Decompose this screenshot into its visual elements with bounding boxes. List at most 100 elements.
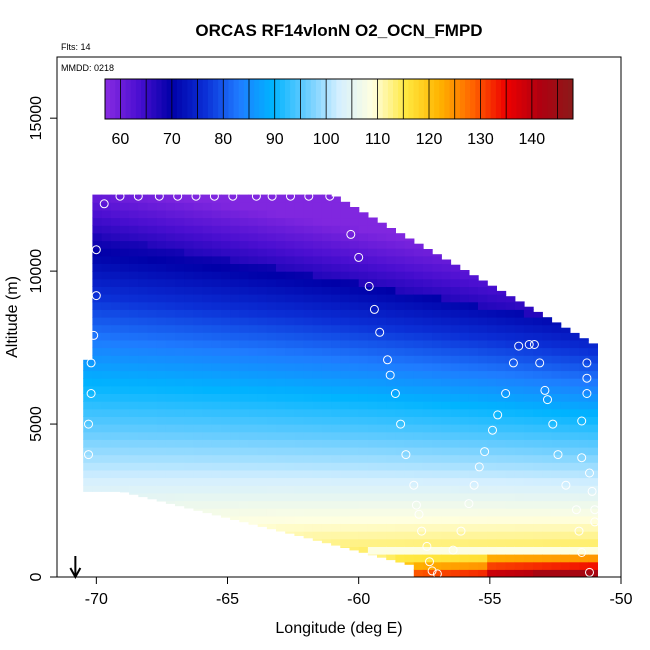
- heat-cell: [331, 500, 341, 509]
- heat-cell: [92, 454, 103, 463]
- heat-cell: [92, 301, 103, 310]
- heat-cell: [175, 408, 185, 417]
- heat-cell: [413, 401, 424, 410]
- heat-cell: [331, 225, 341, 234]
- heat-cell: [211, 424, 222, 433]
- heat-cell: [110, 401, 121, 410]
- heat-cell: [551, 477, 562, 486]
- colorbar-segment: [177, 79, 183, 119]
- heat-cell: [147, 248, 158, 257]
- heat-cell: [459, 477, 470, 486]
- heat-cell: [377, 531, 387, 540]
- heat-cell: [129, 271, 139, 280]
- heat-cell: [230, 393, 240, 402]
- heat-cell: [321, 416, 332, 425]
- heat-cell: [331, 301, 341, 310]
- heat-cell: [496, 485, 507, 494]
- heat-cell: [514, 408, 525, 417]
- heat-cell: [386, 508, 396, 517]
- heat-cell: [248, 271, 259, 280]
- heat-cell: [404, 492, 415, 502]
- heat-cell: [175, 424, 185, 433]
- heat-cell: [487, 339, 497, 349]
- heat-cell: [441, 546, 452, 555]
- heat-cell: [523, 332, 534, 341]
- heat-cell: [156, 317, 167, 326]
- heat-cell: [459, 447, 470, 456]
- heat-cell: [468, 385, 479, 394]
- heat-cell: [110, 286, 121, 295]
- heat-cell: [487, 347, 497, 356]
- heat-cell: [175, 385, 185, 394]
- heat-cell: [230, 286, 240, 295]
- heat-cell: [459, 347, 470, 356]
- heat-cell: [248, 202, 259, 211]
- heat-cell: [312, 271, 323, 280]
- heat-cell: [239, 485, 250, 494]
- heat-cell: [340, 500, 351, 509]
- heat-cell: [478, 401, 488, 410]
- profile-point: [508, 358, 518, 368]
- heat-cell: [294, 469, 305, 479]
- heat-cell: [395, 439, 406, 448]
- heat-cell: [551, 554, 562, 563]
- heat-cell: [523, 569, 534, 577]
- heat-cell: [422, 393, 433, 402]
- heat-cell: [147, 339, 158, 349]
- heat-cell: [377, 439, 387, 448]
- heat-cell: [239, 378, 250, 387]
- heat-cell: [478, 500, 488, 509]
- heat-cell: [110, 309, 121, 318]
- heat-cell: [294, 431, 305, 440]
- heat-cell: [248, 462, 259, 471]
- heat-cell: [496, 447, 507, 456]
- colorbar-segment: [300, 79, 306, 119]
- heat-cell: [478, 317, 488, 326]
- heat-cell: [211, 301, 222, 310]
- heat-cell: [459, 401, 470, 410]
- heat-cell: [487, 294, 497, 303]
- heat-cell: [165, 301, 176, 310]
- heat-cell: [560, 362, 571, 372]
- heat-cell: [505, 301, 516, 310]
- heat-cell: [404, 515, 415, 524]
- heat-cell: [349, 447, 360, 456]
- heat-cell: [184, 408, 194, 417]
- heat-cell: [340, 416, 351, 425]
- heat-cell: [129, 408, 139, 417]
- profile-point: [325, 191, 335, 201]
- heat-cell: [533, 332, 543, 341]
- heat-cell: [138, 401, 149, 410]
- colorbar-segment: [444, 79, 450, 119]
- heat-cell: [441, 286, 452, 295]
- heat-cell: [312, 485, 323, 494]
- heat-cell: [129, 309, 139, 318]
- heat-cell: [404, 554, 415, 563]
- heat-cell: [340, 485, 351, 494]
- heat-cell: [276, 362, 286, 372]
- heat-cell: [413, 255, 424, 264]
- colorbar-segment: [125, 79, 132, 119]
- heat-cell: [514, 485, 525, 494]
- heat-cell: [386, 393, 396, 402]
- heat-cell: [542, 385, 553, 394]
- heat-cell: [239, 416, 250, 425]
- heat-cell: [276, 492, 286, 502]
- heat-cell: [101, 263, 112, 272]
- heat-cell: [285, 523, 295, 532]
- heat-cell: [551, 347, 562, 356]
- heat-cell: [156, 324, 167, 333]
- heat-cell: [377, 278, 387, 287]
- heat-cell: [551, 515, 562, 524]
- heat-cell: [101, 385, 112, 394]
- heat-cell: [404, 317, 415, 326]
- heat-cell: [321, 209, 332, 219]
- heat-cell: [523, 370, 534, 379]
- heat-cell: [505, 309, 516, 318]
- colorbar-segment: [341, 79, 348, 119]
- colorbar-segment: [418, 79, 425, 119]
- heat-cell: [367, 271, 378, 280]
- heat-cell: [367, 416, 378, 425]
- heat-cell: [331, 263, 341, 272]
